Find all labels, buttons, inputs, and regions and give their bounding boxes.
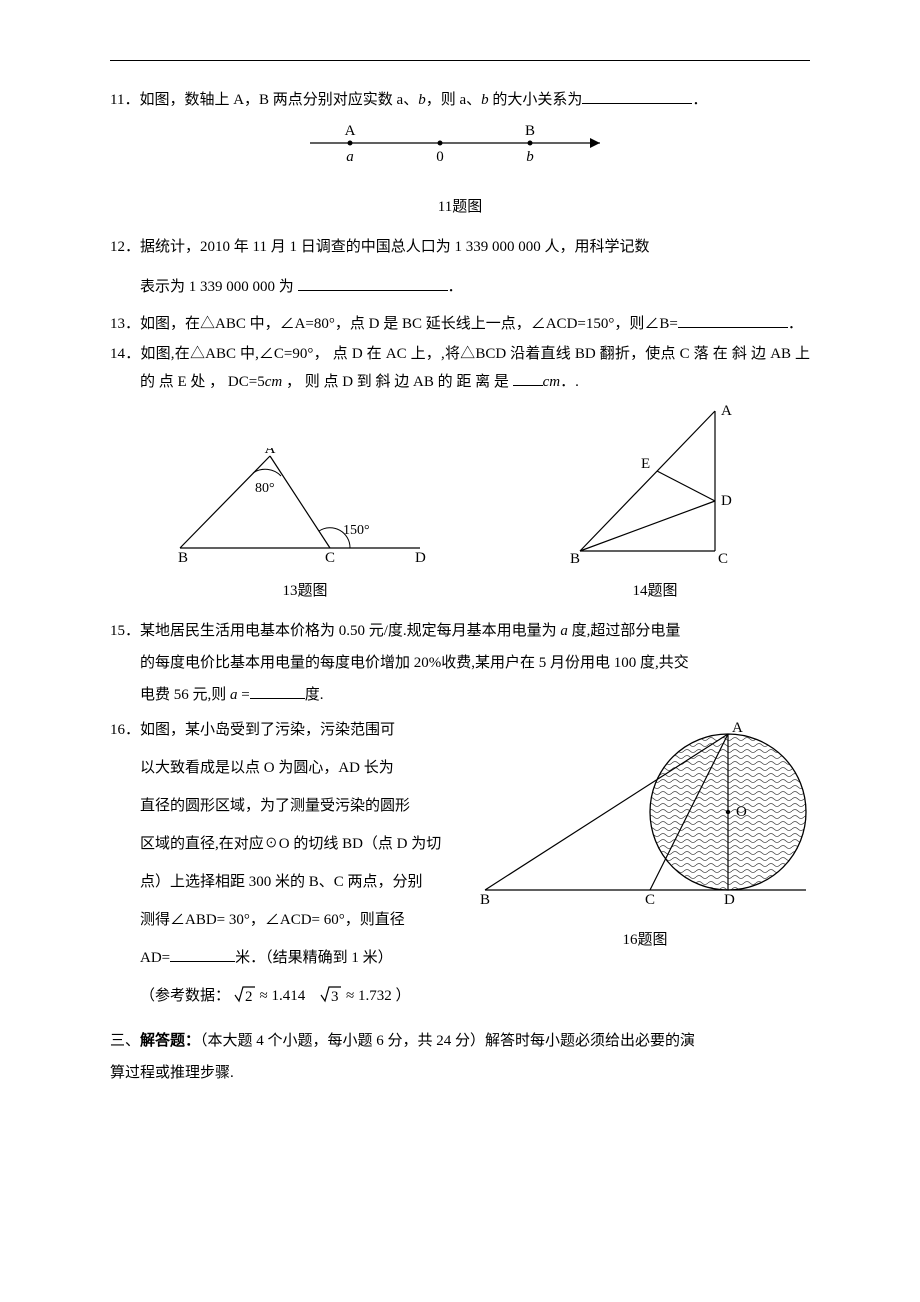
- svg-text:C: C: [325, 550, 335, 563]
- svg-text:D: D: [415, 550, 426, 563]
- q16-l7a: AD=: [140, 950, 170, 966]
- q14-text: 14．如图,在△ABC 中,∠C=90°， 点 D 在 AC 上，,将△BCD …: [110, 340, 810, 397]
- q16-figure: B C D A O 16题图: [480, 712, 810, 955]
- svg-text:E: E: [641, 456, 650, 472]
- sqrt2-svg: 2: [234, 984, 256, 1004]
- q13-blank: [678, 312, 788, 328]
- sec3-bold: 解答题：: [140, 1033, 200, 1049]
- svg-text:A: A: [345, 123, 356, 139]
- q16-l1: 16．如图，某小岛受到了污染，污染范围可: [110, 712, 480, 748]
- svg-text:b: b: [526, 149, 534, 165]
- q11-b2: b: [481, 92, 489, 108]
- svg-text:150°: 150°: [343, 523, 370, 538]
- q16-l8b: ）: [395, 988, 410, 1004]
- q14-svg: A B C D E: [565, 403, 745, 563]
- q15-l1: 15．某地居民生活用电基本价格为 0.50 元/度.规定每月基本用电量为 a 度…: [110, 616, 810, 646]
- q16-l5: 点）上选择相距 300 米的 B、C 两点，分别: [110, 864, 480, 900]
- top-rule: [110, 60, 810, 61]
- q16-l8: （参考数据： 2 ≈ 1.414 3 ≈ 1.732 ）: [110, 978, 480, 1014]
- q11-blank: [582, 88, 692, 104]
- q12-blank: [298, 275, 448, 291]
- q16-blank: [170, 946, 235, 962]
- svg-text:80°: 80°: [255, 481, 275, 496]
- q15-l2: 的每度电价比基本用电量的每度电价增加 20%收费,某用户在 5 月份用电 100…: [110, 648, 810, 678]
- q15-b: 度,超过部分电量: [568, 623, 681, 639]
- q14-c: ．.: [560, 374, 579, 390]
- q13-svg: A B C D 80° 150°: [175, 448, 435, 563]
- q12-l2b: ．: [448, 279, 463, 295]
- exam-page: 11．如图，数轴上 A，B 两点分别对应实数 a、b，则 a、b 的大小关系为．…: [0, 0, 920, 1130]
- q16-wrap: 16．如图，某小岛受到了污染，污染范围可 以大致看成是以点 O 为圆心，AD 长…: [110, 712, 810, 1016]
- q16-text: 16．如图，某小岛受到了污染，污染范围可 以大致看成是以点 O 为圆心，AD 长…: [110, 712, 480, 1016]
- sec3-a: 三、: [110, 1033, 140, 1049]
- q15-blank: [250, 683, 305, 699]
- q15-l3: 电费 56 元,则 a = 度.: [110, 680, 810, 710]
- q13-text: 13．如图，在△ABC 中，∠A=80°，点 D 是 BC 延长线上一点，∠AC…: [110, 312, 810, 338]
- q16-l4: 区域的直径,在对应☉O 的切线 BD（点 D 为切: [110, 826, 480, 862]
- q16-l6: 测得∠ABD= 30°，∠ACD= 60°，则直径: [110, 902, 480, 938]
- svg-text:D: D: [721, 493, 732, 509]
- svg-text:B: B: [178, 550, 188, 563]
- q16-l7b: 米．（结果精确到 1 米）: [235, 950, 393, 966]
- q15-l3a: 电费 56 元,则: [140, 687, 230, 703]
- q11-caption: 11题图: [110, 192, 810, 222]
- q14-caption: 14题图: [565, 576, 745, 606]
- svg-text:B: B: [570, 551, 580, 563]
- q14-b: ， 则 点 D 到 斜 边 AB 的 距 离 是: [282, 374, 509, 390]
- svg-text:O: O: [736, 804, 747, 820]
- q15-a: 15．某地居民生活用电基本价格为 0.50 元/度.规定每月基本用电量为: [110, 623, 560, 639]
- svg-text:2: 2: [245, 989, 253, 1004]
- svg-text:D: D: [724, 892, 735, 908]
- svg-text:3: 3: [331, 989, 339, 1004]
- q16-svg: B C D A O: [480, 712, 810, 912]
- q14-figure: A B C D E 14题图: [565, 403, 745, 606]
- q16-l2: 以大致看成是以点 O 为圆心，AD 长为: [110, 750, 480, 786]
- q15-l3b: =: [238, 687, 250, 703]
- q12-line2: 表示为 1 339 000 000 为 ．: [110, 272, 810, 302]
- q15-italic-a: a: [560, 623, 568, 639]
- svg-text:a: a: [346, 149, 354, 165]
- q12-line1: 12．据统计，2010 年 11 月 1 日调查的中国总人口为 1 339 00…: [110, 232, 810, 262]
- svg-text:B: B: [525, 123, 535, 139]
- svg-text:A: A: [721, 403, 732, 419]
- sec3-b: （本大题 4 个小题，每小题 6 分，共 24 分）解答时每小题必须给出必要的演: [200, 1033, 695, 1049]
- q13-b: ．: [788, 316, 803, 332]
- q16-sqrt2: 2 ≈ 1.414: [234, 988, 309, 1004]
- q16-sqrt3: 3 ≈ 1.732: [320, 988, 395, 1004]
- svg-text:A: A: [732, 720, 743, 736]
- q11-figure: A B a 0 b 11题图: [110, 119, 810, 222]
- q11-b1: b: [418, 92, 426, 108]
- q16-caption: 16题图: [480, 925, 810, 955]
- sqrt3-svg: 3: [320, 984, 342, 1004]
- q15-l3c: 度.: [305, 687, 324, 703]
- q13-a: 13．如图，在△ABC 中，∠A=80°，点 D 是 BC 延长线上一点，∠AC…: [110, 316, 678, 332]
- svg-text:0: 0: [436, 149, 444, 165]
- q16-l3: 直径的圆形区域，为了测量受污染的圆形: [110, 788, 480, 824]
- q14-cm: cm: [265, 374, 283, 390]
- fig-row-13-14: A B C D 80° 150° 13题图 A B C D E: [110, 403, 810, 606]
- q14-blank: [513, 370, 543, 386]
- q14-cm2: cm: [543, 374, 561, 390]
- q11-e: ．: [692, 92, 707, 108]
- q11-a: 11．如图，数轴上 A，B 两点分别对应实数 a、: [110, 92, 418, 108]
- q11-d: 的大小关系为: [489, 92, 583, 108]
- q13-caption: 13题图: [175, 576, 435, 606]
- q11-c: ，则 a、: [426, 92, 481, 108]
- q16-l8a: （参考数据：: [140, 988, 230, 1004]
- q11-svg: A B a 0 b: [300, 119, 620, 179]
- sec3-l1: 三、解答题：（本大题 4 个小题，每小题 6 分，共 24 分）解答时每小题必须…: [110, 1026, 810, 1056]
- q15-italic-a2: a: [230, 687, 238, 703]
- sec3-l2: 算过程或推理步骤.: [110, 1058, 810, 1088]
- q16-l7: AD= 米．（结果精确到 1 米）: [110, 940, 480, 976]
- svg-text:A: A: [265, 448, 276, 457]
- q12-l2a: 表示为 1 339 000 000 为: [140, 279, 298, 295]
- svg-text:B: B: [480, 892, 490, 908]
- q13-figure: A B C D 80° 150° 13题图: [175, 448, 435, 606]
- svg-text:C: C: [645, 892, 655, 908]
- svg-text:C: C: [718, 551, 728, 563]
- q11-text: 11．如图，数轴上 A，B 两点分别对应实数 a、b，则 a、b 的大小关系为．: [110, 85, 810, 115]
